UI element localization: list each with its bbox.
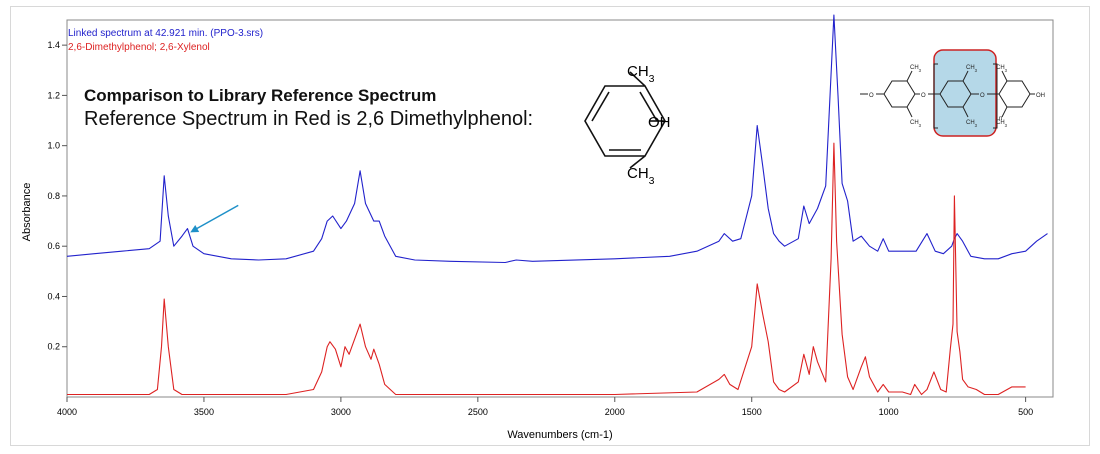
annotation-title: Comparison to Library Reference Spectrum bbox=[84, 86, 437, 105]
y-tick-label: 0.6 bbox=[47, 241, 60, 251]
chart-frame bbox=[10, 6, 1090, 446]
methyl-bond bbox=[906, 70, 913, 82]
ring-double-bond bbox=[639, 91, 658, 122]
legend-entry-reference: 2,6-Dimethylphenol; 2,6-Xylenol bbox=[68, 42, 210, 53]
methyl-bond-top bbox=[629, 71, 646, 87]
legend: Linked spectrum at 42.921 min. (PPO-3.sr… bbox=[68, 28, 263, 53]
polymer-oh-label: OH bbox=[1036, 93, 1045, 99]
y-tick-label: 0.8 bbox=[47, 191, 60, 201]
polymer-o-label: O bbox=[921, 93, 926, 99]
polymer-o-label: O bbox=[980, 93, 985, 99]
x-tick-label: 3500 bbox=[194, 407, 214, 417]
y-tick-label: 0.2 bbox=[47, 342, 60, 352]
polymer-o-label: O bbox=[869, 93, 874, 99]
ppo-structure bbox=[860, 63, 1035, 129]
series-line-reference bbox=[67, 142, 1026, 396]
methyl-label-bottom: CH3 bbox=[627, 165, 655, 187]
methyl-bond bbox=[962, 70, 969, 82]
methyl-bond bbox=[1001, 106, 1008, 118]
x-tick-label: 2000 bbox=[605, 407, 625, 417]
repeat-brackets bbox=[933, 63, 998, 129]
polymer-methyl-label: CH3 bbox=[966, 120, 978, 128]
polymer-methyl-label: CH3 bbox=[910, 65, 922, 73]
y-tick-label: 1.2 bbox=[47, 90, 60, 100]
methyl-bond bbox=[1001, 70, 1008, 82]
methyl-bond bbox=[962, 106, 969, 118]
y-tick-label: 1.0 bbox=[47, 141, 60, 151]
y-axis-label: Absorbance bbox=[21, 183, 33, 242]
y-tick-label: 0.4 bbox=[47, 291, 60, 301]
annotation-arrow bbox=[195, 204, 239, 230]
x-tick-label: 4000 bbox=[57, 407, 77, 417]
polymer-n-label: n bbox=[999, 116, 1002, 122]
ring-double-bond bbox=[591, 91, 610, 122]
legend-entry-sample: Linked spectrum at 42.921 min. (PPO-3.sr… bbox=[68, 28, 263, 39]
polymer-methyl-label: CH3 bbox=[910, 120, 922, 128]
annotation-subtitle: Reference Spectrum in Red is 2,6 Dimethy… bbox=[84, 108, 534, 130]
repeat-unit-highlight bbox=[933, 49, 997, 137]
x-tick-label: 1500 bbox=[742, 407, 762, 417]
series-layer bbox=[66, 14, 1048, 396]
plot-area bbox=[66, 19, 1054, 398]
hydroxyl-label: OH bbox=[648, 114, 671, 131]
x-axis-label: Wavenumbers (cm-1) bbox=[507, 429, 612, 441]
polymer-methyl-label: CH3 bbox=[996, 65, 1008, 73]
methyl-label-top: CH3 bbox=[627, 63, 655, 85]
annotation-arrowhead bbox=[190, 224, 200, 233]
methyl-bond bbox=[906, 106, 913, 118]
axes: 4000 3500 3000 2500 2000 1500 1000 500 0.2 0.4 0.6… bbox=[47, 19, 1054, 417]
polymer-methyl-label: CH3 bbox=[966, 65, 978, 73]
y-tick-label: 1.4 bbox=[47, 40, 60, 50]
ring-3 bbox=[998, 80, 1031, 108]
polymer-methyl-label: CH3 bbox=[996, 120, 1008, 128]
x-tick-label: 500 bbox=[1018, 407, 1033, 417]
ring-1 bbox=[883, 80, 916, 108]
methyl-bond-bottom bbox=[629, 155, 646, 169]
x-tick-label: 1000 bbox=[879, 407, 899, 417]
x-tick-label: 3000 bbox=[331, 407, 351, 417]
series-line-sample bbox=[66, 14, 1048, 264]
x-tick-label: 2500 bbox=[468, 407, 488, 417]
dimethylphenol-structure bbox=[584, 71, 666, 169]
